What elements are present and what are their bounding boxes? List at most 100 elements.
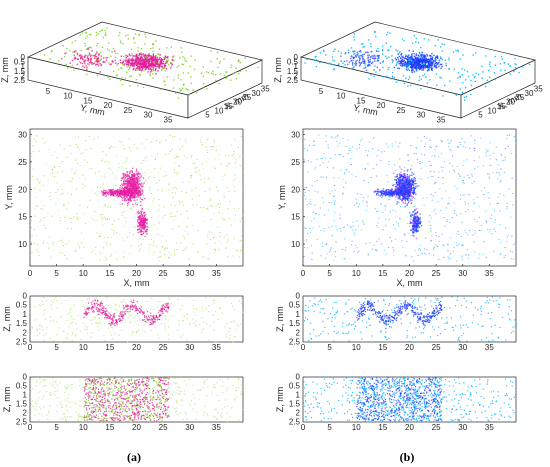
- scatter-point: [84, 37, 87, 39]
- scatter-point: [80, 338, 82, 340]
- scatter-point: [161, 59, 163, 61]
- scatter-point: [140, 233, 142, 236]
- scatter-point: [192, 384, 194, 386]
- scatter-point: [71, 59, 74, 62]
- scatter-point: [158, 67, 161, 69]
- scatter-point: [195, 314, 197, 316]
- scatter-point: [83, 387, 86, 389]
- xtick-label: 25: [159, 269, 168, 278]
- scatter-point: [160, 308, 162, 310]
- ytick-label: 30: [144, 111, 153, 120]
- scatter-point: [75, 216, 78, 218]
- scatter-point: [114, 385, 116, 387]
- scatter-point: [145, 54, 147, 56]
- scatter-point: [128, 192, 130, 194]
- scatter-point: [85, 54, 87, 56]
- scatter-point: [230, 79, 232, 81]
- scatter-point: [143, 397, 145, 399]
- scatter-point: [49, 196, 51, 197]
- scatter-point: [206, 412, 208, 415]
- scatter-point: [99, 317, 101, 319]
- scatter-point: [126, 402, 128, 404]
- scatter-point: [201, 331, 203, 334]
- scatter-point: [163, 380, 165, 382]
- scatter-point: [98, 408, 100, 410]
- scatter-point: [212, 314, 214, 316]
- scatter-point: [418, 66, 420, 69]
- scatter-point: [195, 418, 197, 420]
- scatter-point: [140, 63, 142, 65]
- scatter-point: [101, 415, 103, 417]
- scatter-point: [176, 407, 178, 409]
- scatter-point: [60, 401, 62, 403]
- scatter-point: [121, 404, 123, 406]
- scatter-point: [138, 405, 140, 407]
- scatter-point: [402, 56, 404, 58]
- scatter-point: [96, 63, 98, 65]
- scatter-point: [137, 178, 139, 180]
- scatter-point: [114, 380, 116, 382]
- scatter-point: [140, 217, 142, 219]
- scatter-point: [150, 319, 152, 321]
- scatter-point: [143, 312, 145, 314]
- scatter-point: [108, 378, 110, 380]
- scatter-point: [206, 323, 208, 325]
- scatter-point: [185, 87, 187, 90]
- scatter-point: [138, 189, 140, 191]
- scatter-point: [90, 61, 92, 63]
- scatter-point: [124, 193, 126, 196]
- scatter-point: [413, 71, 416, 73]
- scatter-point: [132, 64, 134, 67]
- scatter-point: [110, 307, 112, 310]
- scatter-point: [56, 390, 59, 392]
- scatter-point: [116, 392, 118, 394]
- scatter-point: [117, 196, 119, 198]
- scatter-point: [165, 305, 167, 307]
- scatter-point: [118, 315, 120, 317]
- scatter-point: [135, 186, 137, 189]
- scatter-point: [119, 203, 121, 205]
- scatter-point: [155, 69, 157, 72]
- scatter-point: [98, 392, 100, 394]
- scatter-point: [52, 242, 54, 244]
- scatter-point: [93, 394, 95, 396]
- scatter-point: [410, 61, 412, 63]
- scatter-point: [207, 386, 209, 388]
- scatter-point: [43, 175, 46, 177]
- scatter-point: [146, 228, 149, 230]
- scatter-point: [128, 171, 131, 173]
- scatter-point: [239, 70, 241, 72]
- scatter-point: [205, 297, 207, 299]
- scatter-point: [35, 141, 37, 143]
- scatter-point: [92, 387, 94, 389]
- scatter-point: [140, 418, 142, 421]
- scatter-point: [138, 250, 140, 252]
- scatter-point: [134, 191, 136, 193]
- scatter-point: [119, 189, 121, 192]
- scatter-point: [208, 339, 210, 341]
- scatter-point: [183, 390, 185, 392]
- scatter-point: [219, 236, 221, 237]
- scatter-point: [38, 397, 40, 399]
- scatter-point: [94, 380, 96, 382]
- scatter-point: [137, 400, 139, 402]
- scatter-point: [97, 322, 99, 324]
- scatter-point: [125, 404, 127, 406]
- scatter-point: [83, 390, 85, 392]
- scatter-point: [98, 400, 100, 403]
- scatter-point: [203, 383, 205, 385]
- scatter-point: [99, 323, 101, 325]
- scatter-point: [210, 218, 212, 220]
- scatter-point: [177, 385, 179, 388]
- scatter-point: [131, 408, 133, 410]
- scatter-point: [67, 400, 69, 402]
- xtick-label: 10: [79, 269, 88, 278]
- scatter-point: [123, 380, 125, 382]
- xtick-label: 30: [252, 89, 261, 98]
- scatter-point: [91, 398, 93, 400]
- scatter-point: [145, 68, 147, 70]
- scatter-point: [135, 168, 138, 170]
- scatter-point: [143, 379, 145, 381]
- scatter-point: [404, 55, 407, 57]
- scatter-point: [108, 388, 110, 390]
